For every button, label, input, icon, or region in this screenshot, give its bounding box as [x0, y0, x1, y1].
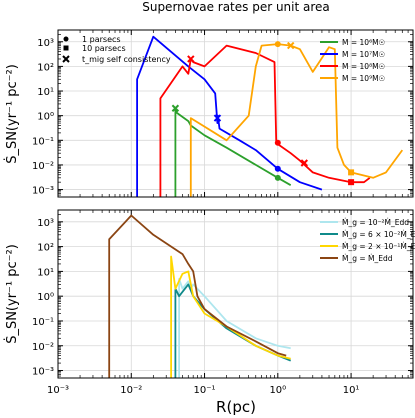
circle-marker-icon: [63, 36, 69, 42]
x-marker: [171, 104, 180, 112]
legend-label: M = 10⁹M☉: [342, 74, 385, 83]
x-tick-label: 10¹: [343, 385, 360, 396]
plot-frame-bottom: [57, 209, 414, 379]
legend-label: Ṁ_g = Ṁ_Edd: [342, 254, 393, 263]
circle-marker: [274, 165, 281, 172]
circle-marker: [274, 41, 281, 48]
series-line-3: [189, 43, 404, 197]
y-tick-label: 10¹: [37, 267, 54, 278]
panel-bottom: 10⁻³ 10⁻² 10⁻¹ 10⁰ 10¹ 10⁻³ 10⁻² 10⁻¹ 10⁰ 10¹ 10² 1…: [3, 209, 414, 416]
x-axis-label: R(pc): [216, 398, 256, 416]
legend-label: Ṁ_g = 2 × 10⁻¹Ṁ_Edd: [342, 242, 415, 251]
legend-label: M = 10⁶M☉: [342, 38, 385, 47]
y-tick-label: 10³: [37, 38, 54, 49]
marker-legend-label-1: 1 parsecs: [82, 35, 121, 44]
square-marker: [348, 169, 355, 176]
series-line-3: [108, 214, 287, 378]
y-tick-label: 10⁻²: [32, 342, 54, 353]
y-tick-label: 10⁻¹: [32, 317, 54, 328]
marker-legend-label-3: t_mig self consistency: [82, 55, 171, 64]
x-marker: [187, 55, 195, 63]
y-axis-label-top: Ṡ_SN(yr⁻¹ pc⁻²): [3, 64, 20, 164]
marker-legend-label-2: 10 parsecs: [82, 44, 126, 53]
circle-marker: [274, 174, 281, 181]
y-tick-label: 10¹: [37, 87, 54, 98]
y-tick-label: 10²: [37, 62, 54, 73]
y-tick-label: 10³: [37, 218, 54, 229]
series-legend-top: M = 10⁶M☉ M = 10⁷M☉ M = 10⁸M☉ M = 10⁹M☉: [320, 38, 385, 83]
x-tick-label: 10⁻²: [120, 385, 142, 396]
legend-label: M = 10⁷M☉: [342, 50, 385, 59]
plot-frame-top: [57, 29, 414, 198]
legend-label: Ṁ_g = 6 × 10⁻²Ṁ_Edd: [342, 230, 415, 239]
panel-top: 10⁻³ 10⁻² 10⁻¹ 10⁰ 10¹ 10² 10³ Ṡ_SN(yr⁻¹ pc⁻²): [3, 29, 414, 198]
series-line-0: [178, 277, 291, 378]
y-tick-label: 10⁻³: [32, 367, 54, 378]
series-line-2: [159, 44, 371, 197]
series-line-2: [170, 255, 291, 378]
x-tick-label: 10⁻³: [47, 385, 69, 396]
x-marker-icon: [62, 55, 70, 63]
y-tick-label: 10⁻²: [32, 161, 54, 172]
y-tick-label: 10²: [37, 243, 54, 254]
square-marker-icon: [63, 45, 69, 51]
grid-bottom: [57, 210, 413, 378]
series-legend-bottom: Ṁ_g = 10⁻²Ṁ_Edd Ṁ_g = 6 × 10⁻²Ṁ_Edd Ṁ_g = …: [320, 218, 415, 263]
marker-legend: 1 parsecs 10 parsecs t_mig self consiste…: [62, 35, 171, 64]
circle-marker: [274, 139, 281, 146]
y-tick-label: 10⁰: [37, 112, 54, 123]
x-tick-label: 10⁰: [269, 385, 286, 396]
x-marker: [300, 159, 309, 167]
y-axis-label-bottom: Ṡ_SN(yr⁻¹ pc⁻²): [3, 244, 20, 344]
y-tick-label: 10⁻¹: [32, 136, 54, 147]
legend-label: Ṁ_g = 10⁻²Ṁ_Edd: [342, 218, 409, 227]
x-tick-label: 10⁻¹: [194, 385, 216, 396]
series-bottom: [108, 214, 292, 378]
grid-top: [57, 30, 413, 197]
chart-title: Supernovae rates per unit area: [142, 0, 330, 14]
series-top: [136, 35, 404, 197]
x-marker: [287, 41, 295, 50]
y-tick-label: 10⁻³: [32, 186, 54, 197]
y-tick-label: 10⁰: [37, 292, 54, 303]
series-line-0: [174, 107, 292, 197]
legend-label: M = 10⁸M☉: [342, 62, 385, 71]
square-marker: [348, 179, 355, 186]
x-marker: [213, 114, 222, 122]
